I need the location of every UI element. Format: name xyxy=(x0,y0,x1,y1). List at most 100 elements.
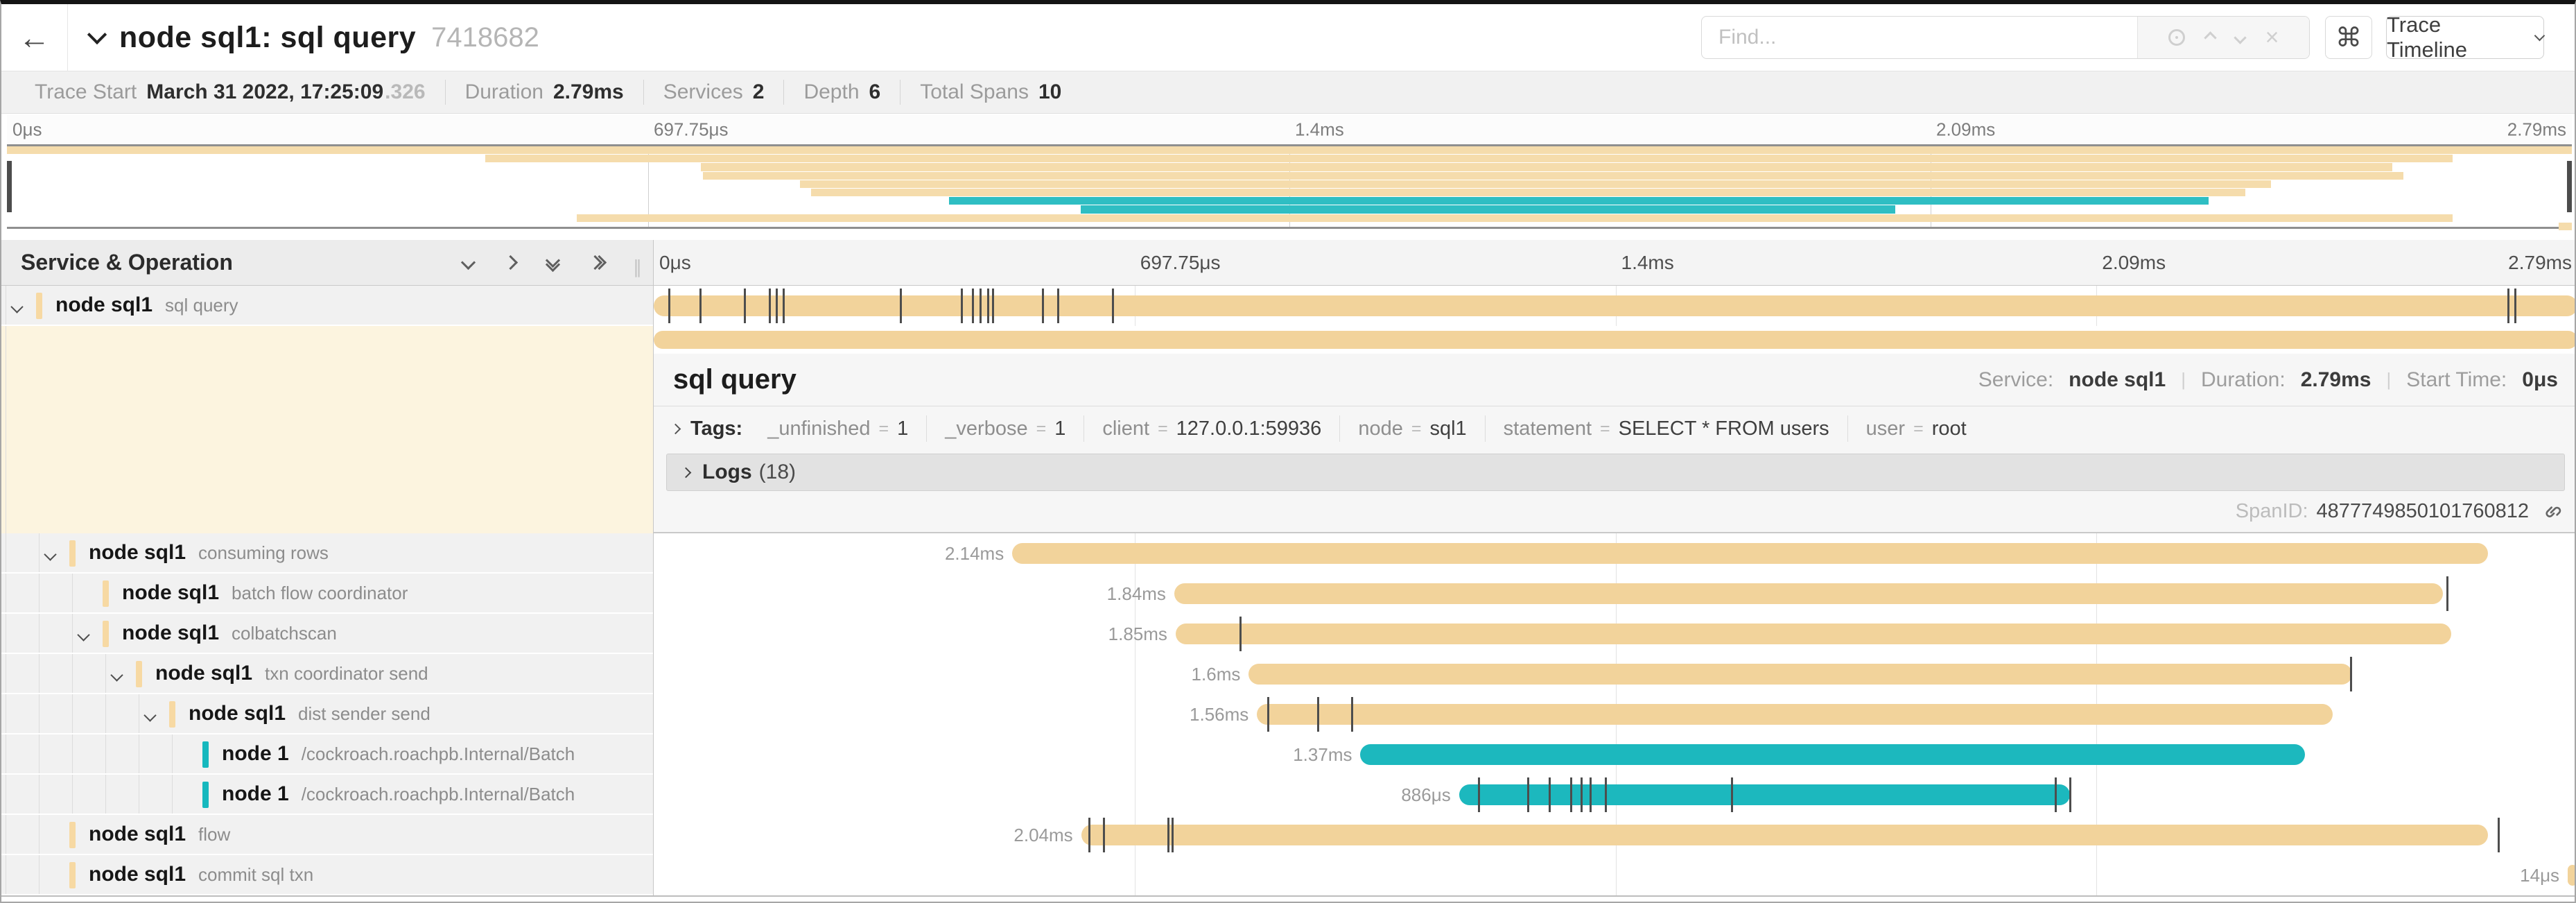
log-marker[interactable] xyxy=(1549,777,1551,812)
log-marker[interactable] xyxy=(769,289,772,323)
log-marker[interactable] xyxy=(1527,777,1530,812)
log-marker[interactable] xyxy=(1056,289,1059,323)
collapse-all-icon[interactable] xyxy=(545,252,561,273)
log-marker[interactable] xyxy=(987,289,990,323)
collapse-trace-chevron-icon[interactable] xyxy=(87,24,107,45)
log-marker[interactable] xyxy=(971,289,974,323)
clear-find-icon[interactable]: × xyxy=(2265,24,2279,51)
collapse-span-chevron-icon[interactable] xyxy=(10,300,24,313)
tree-row-consuming-rows[interactable]: node sql1 consuming rows xyxy=(1,533,653,574)
log-marker[interactable] xyxy=(1267,697,1270,732)
log-marker[interactable] xyxy=(1730,777,1733,812)
indent-guide xyxy=(172,734,173,773)
log-marker[interactable] xyxy=(699,289,702,323)
tree-row-txn-coordinator-send[interactable]: node sql1 txn coordinator send xyxy=(1,654,653,694)
tree-row-flow[interactable]: node sql1 flow xyxy=(1,815,653,855)
detail-span-bar[interactable] xyxy=(654,331,2575,349)
tree-row--cockroach-roachpb-internal-batch[interactable]: node 1/cockroach.roachpb.Internal/Batch xyxy=(1,734,653,775)
log-marker[interactable] xyxy=(2514,289,2517,323)
tree-row-colbatchscan[interactable]: node sql1 colbatchscan xyxy=(1,614,653,654)
log-marker[interactable] xyxy=(2349,657,2352,691)
minimap-left-scrubber[interactable] xyxy=(7,161,12,212)
log-marker[interactable] xyxy=(1569,777,1572,812)
trace-stat: Total Spans 10 xyxy=(920,80,1062,103)
view-selector-button[interactable]: Trace Timeline xyxy=(2386,12,2545,62)
find-input[interactable] xyxy=(1702,17,2137,58)
back-button[interactable]: ← xyxy=(1,4,68,71)
tree-row-dist-sender-send[interactable]: node sql1 dist sender send xyxy=(1,694,653,734)
span-bar[interactable] xyxy=(1012,543,2488,564)
keyboard-shortcuts-button[interactable]: ⌘ xyxy=(2325,16,2372,59)
panel-resize-grip[interactable]: ∥ xyxy=(633,257,642,277)
span-bar[interactable] xyxy=(1081,825,2488,845)
collapse-span-chevron-icon[interactable] xyxy=(143,709,157,722)
collapse-span-chevron-icon[interactable] xyxy=(44,548,57,561)
top-header: ← node sql1: sql query 7418682 × ⌘ Trace… xyxy=(1,4,2575,71)
minimap[interactable] xyxy=(7,144,2572,230)
log-marker[interactable] xyxy=(2446,576,2449,611)
span-bar[interactable] xyxy=(1360,744,2306,765)
next-match-icon[interactable] xyxy=(2233,31,2247,44)
minimap-right-scrubber[interactable] xyxy=(2567,161,2572,212)
indent-guide xyxy=(172,775,173,814)
span-bar[interactable] xyxy=(1248,664,2352,685)
log-marker[interactable] xyxy=(1112,289,1115,323)
expand-all-icon[interactable] xyxy=(587,255,607,270)
expand-one-icon[interactable] xyxy=(503,255,519,270)
focus-match-icon[interactable] xyxy=(2168,29,2185,46)
indent-guide xyxy=(105,694,106,733)
log-marker[interactable] xyxy=(1580,777,1583,812)
tree-row-sql-query[interactable]: node sql1 sql query xyxy=(1,286,653,326)
log-marker[interactable] xyxy=(782,289,785,323)
log-marker[interactable] xyxy=(1350,697,1353,732)
log-marker[interactable] xyxy=(668,289,670,323)
service-operation-header: Service & Operation ∥ xyxy=(1,240,653,285)
prev-match-icon[interactable] xyxy=(2203,31,2217,44)
tag-item: node = sql1 xyxy=(1340,415,1486,442)
log-marker[interactable] xyxy=(1604,777,1607,812)
collapse-span-chevron-icon[interactable] xyxy=(110,669,123,682)
indent-guide xyxy=(39,855,40,894)
logs-count: (18) xyxy=(758,461,797,483)
log-marker[interactable] xyxy=(1239,617,1242,651)
log-marker[interactable] xyxy=(900,289,903,323)
copy-link-icon[interactable] xyxy=(2541,500,2564,522)
log-marker[interactable] xyxy=(1103,818,1106,852)
panel-divider[interactable] xyxy=(653,240,654,895)
tree-row--cockroach-roachpb-internal-batch[interactable]: node 1/cockroach.roachpb.Internal/Batch xyxy=(1,775,653,815)
log-marker[interactable] xyxy=(2497,818,2500,852)
span-bar[interactable] xyxy=(1459,784,2070,805)
log-marker[interactable] xyxy=(1041,289,1044,323)
minimap-span-bar xyxy=(702,171,2404,180)
log-marker[interactable] xyxy=(2069,777,2071,812)
collapse-one-icon[interactable] xyxy=(460,255,476,270)
operation-name: /cockroach.roachpb.Internal/Batch xyxy=(301,783,575,805)
log-marker[interactable] xyxy=(2507,289,2509,323)
log-marker[interactable] xyxy=(776,289,778,323)
log-marker[interactable] xyxy=(744,289,747,323)
span-bar[interactable] xyxy=(1174,583,2444,604)
tree-row-commit-sql-txn[interactable]: node sql1 commit sql txn xyxy=(1,855,653,895)
log-marker[interactable] xyxy=(1167,818,1169,852)
span-bar[interactable] xyxy=(1175,624,2451,644)
logs-row[interactable]: Logs (18) xyxy=(666,454,2565,491)
log-marker[interactable] xyxy=(1589,777,1592,812)
ruler-label: 697.75μs xyxy=(1140,251,1221,273)
tree-row-batch-flow-coordinator[interactable]: node sql1 batch flow coordinator xyxy=(1,574,653,614)
service-name: node 1 xyxy=(222,782,289,805)
span-bar[interactable] xyxy=(654,295,2575,316)
log-marker[interactable] xyxy=(980,289,982,323)
span-bar[interactable] xyxy=(1257,704,2333,725)
chevron-down-icon xyxy=(2534,30,2545,42)
log-marker[interactable] xyxy=(992,289,995,323)
log-marker[interactable] xyxy=(1477,777,1480,812)
operation-name: dist sender send xyxy=(298,703,430,724)
tags-row[interactable]: Tags: _unfinished = 1 _verbose = 1 client = 127.… xyxy=(654,406,2575,451)
log-marker[interactable] xyxy=(1316,697,1319,732)
log-marker[interactable] xyxy=(960,289,963,323)
log-marker[interactable] xyxy=(2055,777,2057,812)
span-bar[interactable] xyxy=(2568,865,2575,886)
log-marker[interactable] xyxy=(1171,818,1174,852)
log-marker[interactable] xyxy=(1088,818,1090,852)
collapse-span-chevron-icon[interactable] xyxy=(77,628,90,642)
